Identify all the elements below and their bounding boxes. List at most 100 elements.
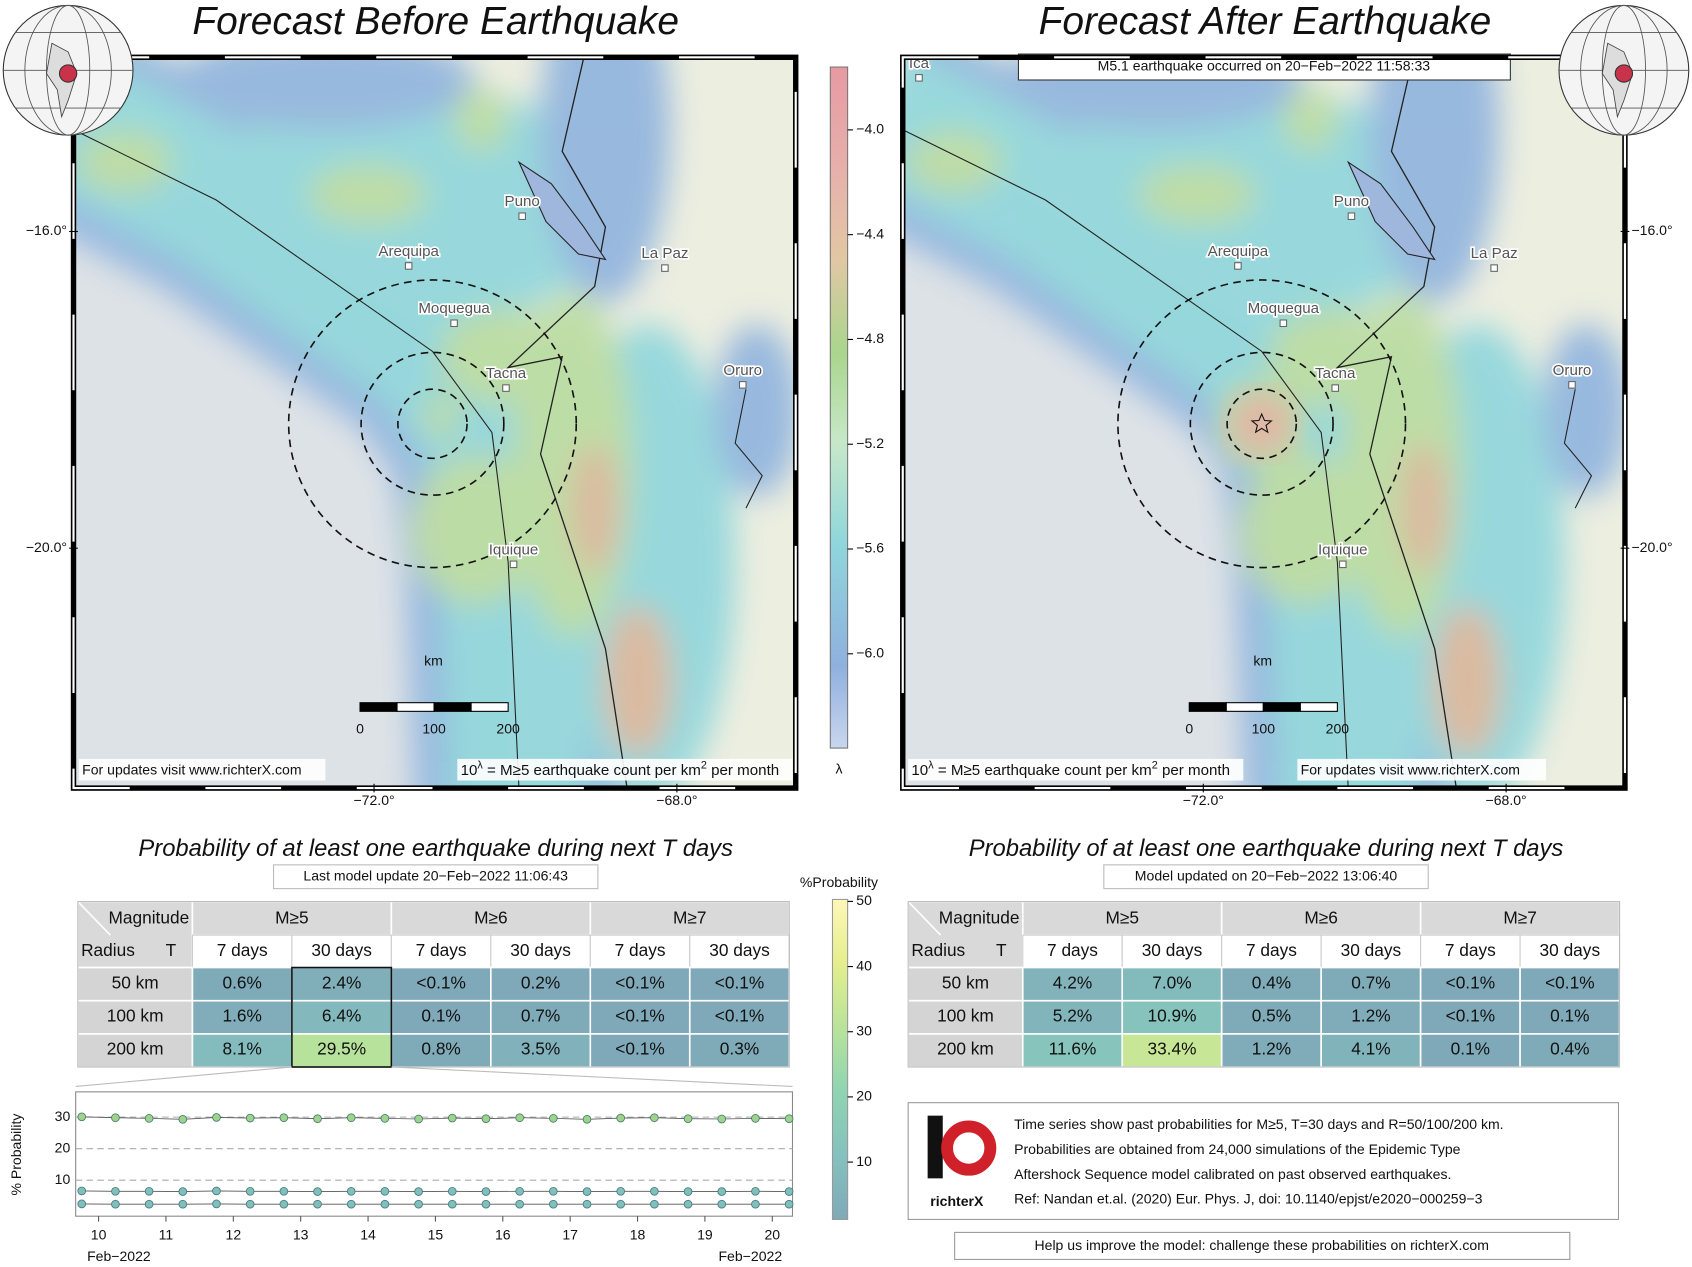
probability: 11.6%	[1049, 1039, 1097, 1059]
data-point	[313, 1199, 322, 1209]
duration: 7 days	[217, 940, 268, 960]
data-point	[582, 1187, 592, 1196]
colorbar-tick-label: −4.8	[856, 330, 884, 346]
duration-cell	[291, 934, 392, 969]
table-subtitle: Last model update 20−Feb−2022 11:06:43	[303, 867, 568, 883]
y-tick-label: 30	[55, 1108, 71, 1124]
city-marker	[738, 381, 747, 389]
duration: 7 days	[1047, 940, 1098, 960]
city-marker	[404, 262, 413, 270]
distance-ring	[1189, 351, 1334, 496]
map-frame-inner	[72, 56, 797, 790]
probability: 33.4%	[1147, 1039, 1196, 1059]
probability: 3.5%	[521, 1039, 560, 1059]
probability: 0.5%	[1252, 1006, 1291, 1026]
data-point	[346, 1113, 356, 1123]
probability: 0.1%	[421, 1006, 460, 1026]
distance-ring	[1117, 279, 1407, 569]
data-point	[515, 1186, 524, 1196]
data-point	[111, 1113, 120, 1123]
row-label-cell	[77, 1033, 194, 1068]
data-point	[751, 1186, 760, 1196]
border	[1335, 57, 1457, 789]
probability: 5.2%	[1053, 1006, 1092, 1026]
data-point	[548, 1114, 558, 1123]
info-line: Time series show past probabilities for …	[1014, 1116, 1503, 1132]
x-tick-label: 15	[428, 1226, 444, 1242]
magnitude: M≥7	[1503, 907, 1537, 927]
probability: 4.2%	[1053, 972, 1092, 992]
probability: <0.1%	[615, 972, 664, 992]
x-tick-label: 18	[630, 1226, 646, 1242]
city-marker	[1279, 319, 1288, 328]
data-point	[515, 1199, 524, 1209]
duration: 7 days	[1246, 940, 1297, 960]
lake	[1346, 160, 1436, 261]
x-tick-label: 17	[562, 1226, 578, 1242]
data-point	[245, 1199, 255, 1209]
duration: 7 days	[615, 940, 666, 960]
data-point	[380, 1186, 390, 1196]
magnitude: M≥7	[673, 907, 707, 927]
radius: 200 km	[937, 1039, 994, 1059]
note-box	[908, 758, 1244, 781]
data-point	[616, 1199, 626, 1209]
data-point	[784, 1114, 794, 1124]
city-label: Iquique	[489, 541, 539, 558]
data-point	[515, 1113, 524, 1123]
x-tick-label: 13	[293, 1226, 309, 1242]
scale-label: 0	[356, 720, 364, 736]
lat-tick-label: −20.0°	[1631, 539, 1672, 555]
city-marker	[1568, 381, 1576, 389]
x-tick-label: 19	[697, 1226, 713, 1242]
data-point	[548, 1199, 558, 1209]
epicenter	[1250, 412, 1273, 434]
banner: M5.1 earthquake occurred on 20−Feb−2022 …	[1098, 58, 1431, 74]
radius-label: Radius	[911, 940, 965, 960]
city-marker	[502, 384, 510, 392]
city-marker	[1331, 384, 1340, 392]
info-line: Probabilities are obtained from 24,000 s…	[1014, 1141, 1461, 1157]
colorbar-label: λ	[835, 760, 842, 776]
data-point	[447, 1199, 457, 1209]
note-box	[78, 758, 326, 781]
lat-tick-label: −16.0°	[26, 222, 67, 238]
magnitude-label: Magnitude	[939, 907, 1020, 927]
data-point	[582, 1114, 592, 1124]
duration-cell	[1121, 934, 1223, 969]
update-note: For updates visit www.richterX.com	[1301, 762, 1520, 778]
x-end-label: Feb−2022	[718, 1248, 782, 1264]
hazard-patch	[603, 605, 673, 757]
magnitude: M≥6	[1304, 907, 1338, 927]
city-label: Oruro	[723, 362, 762, 379]
city-marker	[1490, 264, 1498, 272]
table-subtitle-box	[272, 864, 599, 890]
duration: 30 days	[709, 940, 770, 960]
duration-cell	[1320, 934, 1422, 969]
probability: 0.4%	[1550, 1039, 1589, 1059]
logo-one	[927, 1115, 943, 1179]
city-marker	[509, 560, 518, 569]
globe-location	[1614, 64, 1634, 83]
hazard-patch	[173, 57, 476, 130]
scale-label: 200	[496, 720, 520, 736]
probability-colorbar	[831, 898, 849, 1220]
data-point	[178, 1187, 188, 1196]
city-marker	[915, 74, 923, 82]
probability-cell	[390, 1033, 492, 1068]
data-point	[414, 1187, 423, 1196]
hazard-patch	[1432, 605, 1502, 757]
probability: 0.1%	[1451, 1039, 1490, 1059]
scale-unit: km	[424, 652, 443, 668]
y-axis-label: % Probability	[8, 1114, 24, 1196]
header-cell	[390, 900, 592, 936]
city-marker	[450, 319, 458, 328]
probability-cell	[1121, 1033, 1223, 1068]
probability: 8.1%	[222, 1039, 261, 1059]
colorbar-tick-label: 20	[856, 1088, 872, 1104]
probability: 0.4%	[1252, 972, 1291, 992]
city-marker	[518, 212, 526, 220]
data-point	[245, 1113, 255, 1123]
data-point	[414, 1199, 423, 1209]
colorbar-label: %Probability	[800, 874, 878, 890]
